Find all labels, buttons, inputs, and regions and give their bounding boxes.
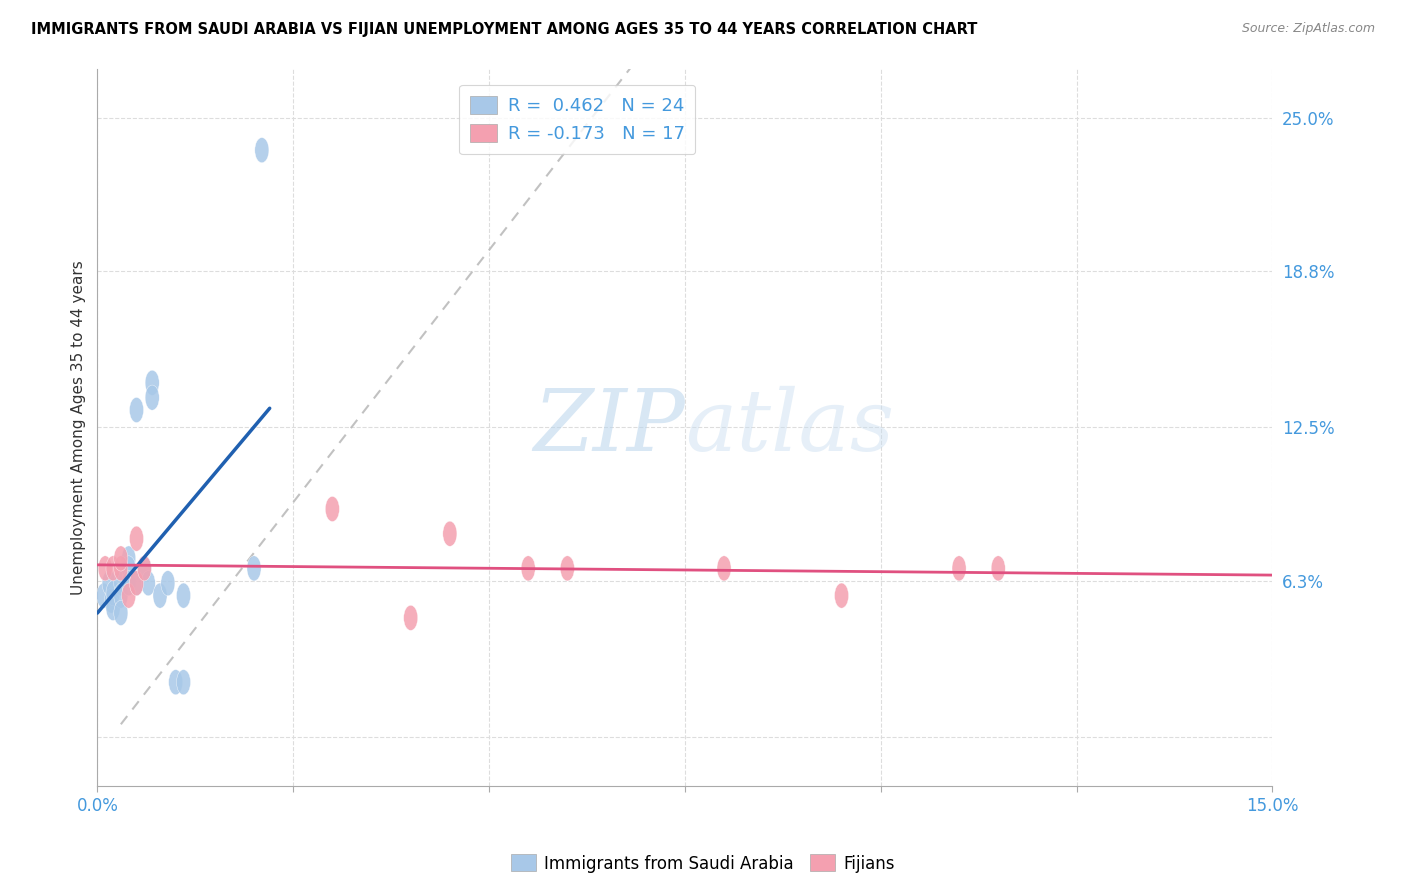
- Ellipse shape: [991, 556, 1005, 581]
- Legend: Immigrants from Saudi Arabia, Fijians: Immigrants from Saudi Arabia, Fijians: [505, 847, 901, 880]
- Ellipse shape: [129, 571, 143, 596]
- Ellipse shape: [105, 581, 120, 606]
- Ellipse shape: [114, 583, 128, 608]
- Ellipse shape: [129, 526, 143, 551]
- Ellipse shape: [114, 546, 128, 571]
- Ellipse shape: [153, 583, 167, 608]
- Ellipse shape: [122, 571, 136, 596]
- Ellipse shape: [145, 385, 159, 410]
- Ellipse shape: [114, 556, 128, 581]
- Ellipse shape: [717, 556, 731, 581]
- Legend: R =  0.462   N = 24, R = -0.173   N = 17: R = 0.462 N = 24, R = -0.173 N = 17: [458, 85, 696, 154]
- Ellipse shape: [141, 571, 155, 596]
- Ellipse shape: [103, 571, 117, 596]
- Ellipse shape: [97, 583, 111, 608]
- Ellipse shape: [114, 571, 128, 596]
- Ellipse shape: [443, 521, 457, 546]
- Ellipse shape: [247, 556, 262, 581]
- Text: ZIP: ZIP: [533, 386, 685, 468]
- Ellipse shape: [177, 670, 191, 695]
- Ellipse shape: [138, 556, 152, 581]
- Ellipse shape: [522, 556, 536, 581]
- Ellipse shape: [404, 606, 418, 631]
- Ellipse shape: [169, 670, 183, 695]
- Ellipse shape: [138, 556, 152, 581]
- Ellipse shape: [145, 370, 159, 395]
- Ellipse shape: [160, 571, 174, 596]
- Ellipse shape: [952, 556, 966, 581]
- Ellipse shape: [177, 583, 191, 608]
- Ellipse shape: [104, 588, 118, 613]
- Ellipse shape: [122, 583, 136, 608]
- Ellipse shape: [254, 137, 269, 162]
- Ellipse shape: [105, 556, 120, 581]
- Ellipse shape: [98, 556, 112, 581]
- Ellipse shape: [129, 398, 143, 423]
- Text: atlas: atlas: [685, 386, 894, 468]
- Ellipse shape: [325, 497, 339, 522]
- Ellipse shape: [129, 571, 143, 596]
- Ellipse shape: [105, 596, 120, 621]
- Y-axis label: Unemployment Among Ages 35 to 44 years: Unemployment Among Ages 35 to 44 years: [72, 260, 86, 595]
- Ellipse shape: [122, 556, 136, 581]
- Text: IMMIGRANTS FROM SAUDI ARABIA VS FIJIAN UNEMPLOYMENT AMONG AGES 35 TO 44 YEARS CO: IMMIGRANTS FROM SAUDI ARABIA VS FIJIAN U…: [31, 22, 977, 37]
- Ellipse shape: [835, 583, 849, 608]
- Text: Source: ZipAtlas.com: Source: ZipAtlas.com: [1241, 22, 1375, 36]
- Ellipse shape: [561, 556, 575, 581]
- Ellipse shape: [114, 600, 128, 625]
- Ellipse shape: [122, 546, 136, 571]
